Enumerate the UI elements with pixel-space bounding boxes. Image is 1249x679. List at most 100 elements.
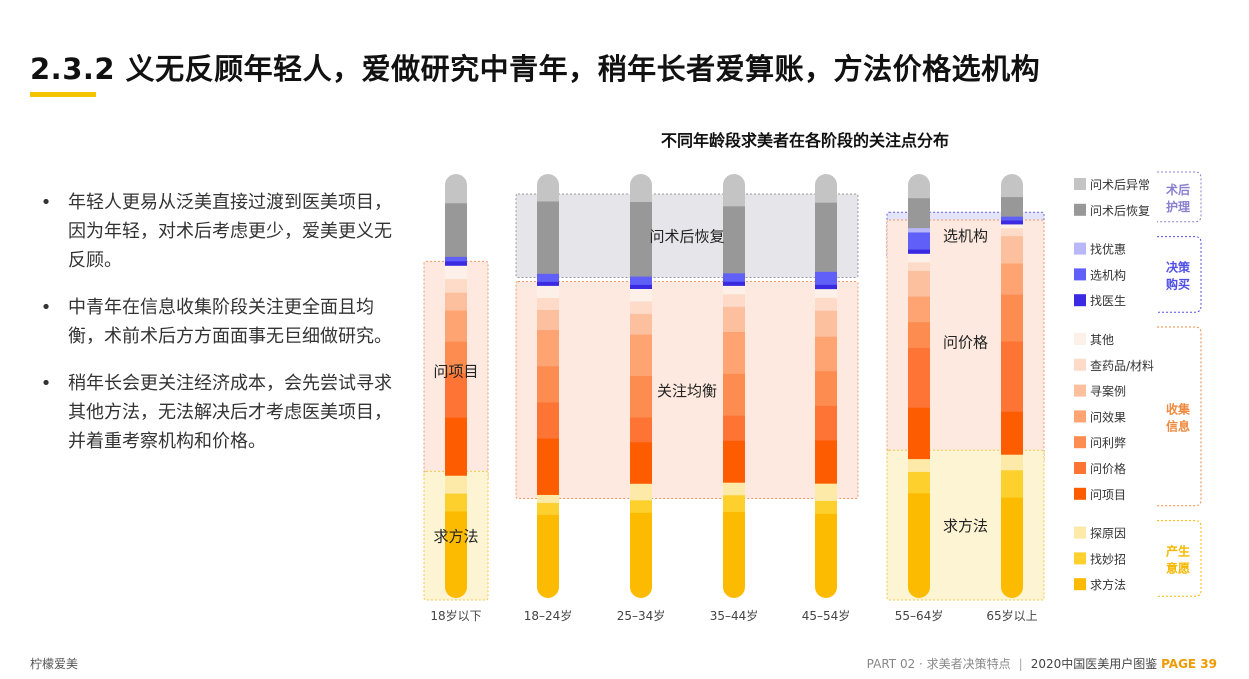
legend-group-label: 护理 [1166,199,1190,214]
legend-group-label: 决策 [1166,259,1191,274]
bar-segment-问价格 [445,372,467,418]
bullet-dot: • [40,297,52,318]
legend-swatch [1074,462,1086,474]
bar-segment-问术后异常 [723,185,745,207]
bar-top-cap [445,174,467,186]
bar-segment-问术后恢复 [445,202,467,257]
legend-item-label: 问术后异常 [1090,178,1150,192]
bar-segment-问术后恢复 [1001,196,1023,217]
legend-swatch [1074,268,1086,281]
bar-bottom-cap [445,586,467,598]
bar-segment-找医生 [815,284,837,290]
bar-segment-选机构 [815,271,837,285]
legend-swatch [1074,552,1086,565]
bar-segment-其他 [1001,224,1023,229]
x-tick-label: 25–34岁 [617,608,666,623]
bar-segment-问项目 [630,441,652,484]
legend-item-label: 寻案例 [1090,384,1126,399]
bar-segment-求方法 [445,511,467,588]
bar-segment-问价格 [1001,341,1023,412]
bar-segment-探原因 [1001,454,1023,471]
bar-segment-其他 [537,285,559,298]
bar-segment-查药品/材料 [630,301,652,314]
bar-segment-找妙招 [908,471,930,494]
bar-bottom-cap [630,586,652,598]
bar-segment-寻案例 [445,292,467,311]
bar-segment-查药品/材料 [908,261,930,271]
legend-swatch [1074,178,1086,190]
legend-swatch [1074,333,1086,345]
bar-segment-选机构 [908,232,930,250]
bar-segment-问效果 [908,296,930,323]
bar-segment-问利弊 [815,370,837,406]
bar-top-cap [723,174,745,186]
page-title: 2.3.2 义无反顾年轻人，爱做研究中青年，稍年长者爱算账，方法价格选机构 [30,52,1041,86]
bar-bottom-cap [815,586,837,598]
x-tick-label: 18岁以下 [430,608,481,623]
bar-top-cap [630,174,652,186]
bar-segment-问效果 [445,310,467,342]
bar-segment-问项目 [723,440,745,483]
annotation-label: 关注均衡 [657,382,717,400]
legend-group-bracket [1157,171,1202,223]
legend [1074,171,1202,597]
annotation-label: 问价格 [943,333,988,351]
bar-segments [815,174,837,598]
bar-2 [630,174,652,598]
footer-brand: 柠檬爱美 [30,657,79,671]
bar-top-cap [908,174,930,186]
bar-3 [723,174,745,598]
legend-item-label: 求方法 [1090,577,1126,592]
legend-swatch [1074,384,1086,397]
bar-segment-求方法 [723,511,745,588]
bar-segment-找优惠 [908,227,930,233]
bar-segment-查药品/材料 [445,278,467,293]
x-tick-label: 18–24岁 [524,608,573,623]
legend-group-label: 信息 [1166,418,1190,433]
bar-segments [445,174,467,598]
bar-top-cap [537,174,559,186]
bar-segment-找妙招 [723,494,745,513]
bar-segment-问术后恢复 [630,201,652,277]
legend-item-label: 找妙招 [1090,552,1126,566]
bar-segment-寻案例 [1001,235,1023,264]
bar-segment-探原因 [445,475,467,494]
bar-0 [445,174,467,598]
bar-segment-探原因 [723,482,745,496]
legend-group-bracket [1157,520,1202,597]
bar-segment-问术后异常 [1001,185,1023,198]
bar-segment-问效果 [1001,263,1023,295]
bar-segment-探原因 [908,458,930,472]
bar-segment-求方法 [908,492,930,588]
bar-segment-求方法 [815,513,837,588]
bar-segment-寻案例 [630,313,652,335]
bar-segment-找医生 [1001,220,1023,225]
bar-4 [815,174,837,598]
bar-segment-求方法 [630,512,652,588]
bar-segment-查药品/材料 [1001,227,1023,237]
bar-segment-选机构 [723,272,745,282]
legend-item-label: 问术后恢复 [1090,204,1150,218]
bar-segment-求方法 [1001,497,1023,588]
bullet-dot: • [40,373,52,394]
bar-segment-问价格 [630,417,652,443]
bar-segment-问效果 [815,336,837,372]
bar-segment-问术后恢复 [537,201,559,274]
bar-segment-找妙招 [1001,469,1023,498]
annotation-label: 求方法 [943,517,988,535]
bar-segment-查药品/材料 [537,297,559,311]
legend-swatch [1074,294,1086,307]
annotation-label: 问术后恢复 [649,228,724,246]
bar-segment-找妙招 [815,500,837,514]
bar-segment-找妙招 [537,502,559,516]
bar-segment-问术后异常 [445,185,467,204]
bar-segment-问效果 [630,334,652,377]
footer-page: PAGE 39 [1161,657,1217,671]
annotation-box [515,193,859,278]
legend-swatch [1074,358,1086,371]
footer-report: 2020中国医美用户图鉴 [1030,657,1158,671]
bar-segment-问利弊 [445,341,467,373]
bar-bottom-cap [1001,586,1023,598]
bar-segment-问项目 [445,417,467,476]
